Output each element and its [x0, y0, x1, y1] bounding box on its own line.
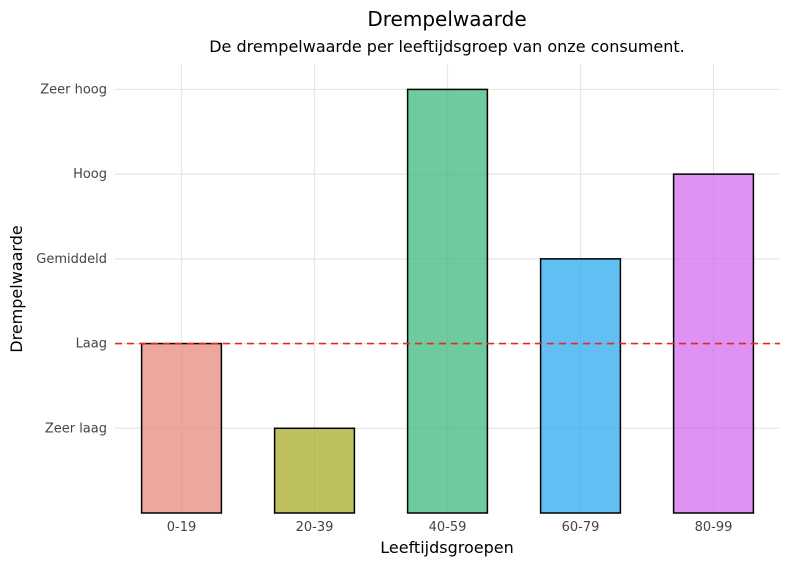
x-tick-label: 60-79: [562, 520, 600, 535]
x-tick-label: 20-39: [296, 520, 334, 535]
bar-40-59: [406, 88, 489, 514]
bar-0-19: [140, 342, 223, 514]
bar-20-39: [273, 427, 356, 514]
x-axis-title: Leeftijdsgroepen: [380, 538, 513, 557]
y-tick-label: Zeer hoog: [40, 82, 107, 97]
y-tick-label: Hoog: [73, 167, 107, 182]
chart-subtitle: De drempelwaarde per leeftijdsgroep van …: [209, 37, 685, 56]
x-tick-label: 40-59: [429, 520, 467, 535]
x-tick-label: 80-99: [695, 520, 733, 535]
x-axis-ticks: 0-19 20-39 40-59 60-79 80-99: [167, 520, 733, 535]
y-axis-ticks: Zeer laag Laag Gemiddeld Hoog Zeer hoog: [36, 82, 107, 436]
bars: [140, 88, 755, 514]
y-tick-label: Gemiddeld: [36, 252, 107, 267]
y-tick-label: Laag: [76, 337, 107, 352]
x-tick-label: 0-19: [167, 520, 197, 535]
y-axis-title: Drempelwaarde: [7, 225, 26, 352]
y-tick-label: Zeer laag: [45, 421, 107, 436]
chart-title: Drempelwaarde: [367, 7, 526, 31]
bar-60-79: [539, 258, 622, 514]
